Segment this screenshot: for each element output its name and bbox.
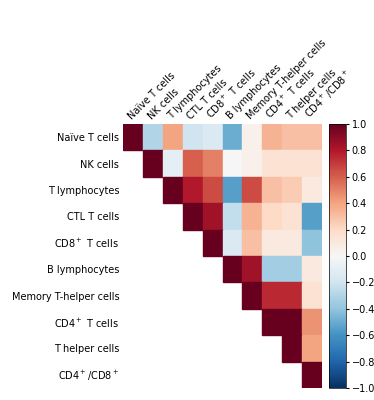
Bar [223,256,242,282]
Bar [282,150,302,177]
Bar [262,256,282,282]
Bar [262,150,282,177]
Bar [203,230,223,256]
Bar [302,203,322,230]
Bar [143,150,163,177]
Bar [302,309,322,335]
Bar [282,309,302,335]
Bar [143,124,163,150]
Bar [242,203,262,230]
Bar [203,177,223,203]
Bar [223,177,242,203]
Bar [282,230,302,256]
Bar [302,282,322,309]
Bar [183,150,203,177]
Bar [123,124,143,150]
Bar [242,230,262,256]
Bar [242,124,262,150]
Bar [163,124,183,150]
Bar [302,256,322,282]
Bar [262,177,282,203]
Bar [203,150,223,177]
Bar [282,335,302,362]
Bar [183,177,203,203]
Bar [223,203,242,230]
Bar [282,124,302,150]
Bar [163,177,183,203]
Bar [262,309,282,335]
Bar [262,124,282,150]
Bar [302,177,322,203]
Bar [242,177,262,203]
Bar [242,282,262,309]
Bar [223,150,242,177]
Bar [302,124,322,150]
Bar [223,230,242,256]
Bar [302,362,322,388]
Bar [203,124,223,150]
Bar [282,282,302,309]
Bar [302,335,322,362]
Bar [203,203,223,230]
Bar [242,256,262,282]
Bar [163,150,183,177]
Bar [183,124,203,150]
Bar [262,203,282,230]
Bar [282,177,302,203]
Bar [302,230,322,256]
Bar [223,124,242,150]
Bar [282,203,302,230]
Bar [262,282,282,309]
Bar [282,256,302,282]
Bar [183,203,203,230]
Bar [242,150,262,177]
Bar [262,230,282,256]
Bar [302,150,322,177]
